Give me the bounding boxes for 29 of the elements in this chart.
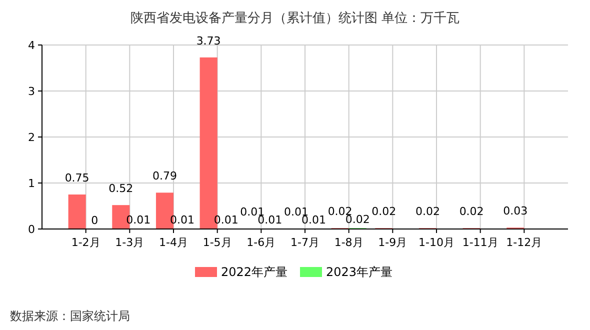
x-tick-label: 1-8月 <box>334 236 364 249</box>
x-tick-label: 1-6月 <box>246 236 276 249</box>
x-tick-label: 1-2月 <box>71 236 100 249</box>
x-tick-label: 1-7月 <box>290 236 320 249</box>
data-label: 0.03 <box>503 204 528 218</box>
chart-title: 陕西省发电设备产量分月（累计值）统计图 单位：万千瓦 <box>130 11 460 26</box>
x-tick-label: 1-9月 <box>378 236 408 249</box>
data-label: 0.02 <box>459 205 484 218</box>
y-tick-label: 2 <box>28 131 35 144</box>
y-tick-label: 0 <box>28 223 35 236</box>
legend-label: 2023年产量 <box>326 265 393 279</box>
x-tick-label: 1-5月 <box>202 236 232 249</box>
y-tick-label: 1 <box>28 177 35 190</box>
data-label: 0.02 <box>415 205 440 218</box>
data-label: 3.73 <box>196 34 221 48</box>
y-tick-label: 4 <box>28 39 35 52</box>
legend-label: 2022年产量 <box>221 265 288 279</box>
data-label: 0.02 <box>372 205 396 218</box>
data-label: 0.75 <box>64 172 90 184</box>
data-label: 0 <box>91 214 98 227</box>
data-label: 0.79 <box>152 170 177 183</box>
x-tick-label: 1-12月 <box>506 236 542 249</box>
source-note: 数据来源：国家统计局 <box>10 309 130 323</box>
x-tick-label: 1-11月 <box>462 236 498 249</box>
x-tick-label: 1-4月 <box>159 236 188 249</box>
x-tick-label: 1-3月 <box>115 236 144 249</box>
y-tick-label: 3 <box>28 85 35 98</box>
x-tick-label: 1-10月 <box>418 236 454 249</box>
data-label: 0.52 <box>108 182 134 196</box>
